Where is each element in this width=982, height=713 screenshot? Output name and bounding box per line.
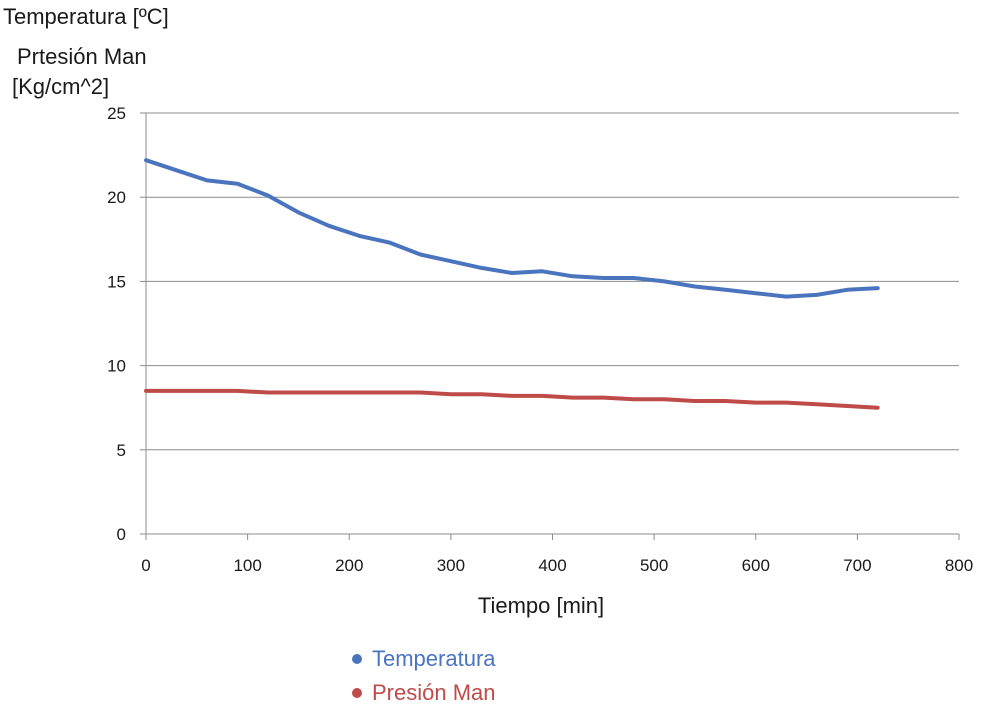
line-chart: 0 5 10 15 20 25 0 100 200 300 400 500 600 700 800 xyxy=(107,104,973,575)
x-axis-title: Tiempo [min] xyxy=(477,593,605,618)
y-tick-label-0: 0 xyxy=(117,525,126,544)
x-tick-label-700: 700 xyxy=(843,556,871,575)
chart-legend: Temperatura Presión Man xyxy=(352,642,496,710)
x-tick-label-0: 0 xyxy=(141,556,150,575)
y-tick-label-15: 15 xyxy=(107,272,126,291)
legend-marker-temperatura xyxy=(352,654,362,664)
y-axis-title-line-1: Temperatura [ºC] xyxy=(3,4,169,29)
x-tick-label-400: 400 xyxy=(538,556,566,575)
y-axis-title-line-3: [Kg/cm^2] xyxy=(12,74,110,99)
y-tick-label-25: 25 xyxy=(107,104,126,123)
x-tick-label-600: 600 xyxy=(742,556,770,575)
y-tick-label-10: 10 xyxy=(107,357,126,376)
legend-label-temperatura: Temperatura xyxy=(372,646,496,671)
series-line-temperatura xyxy=(144,158,880,299)
x-tick-label-100: 100 xyxy=(233,556,261,575)
y-axis-title-line-2: Prtesión Man xyxy=(17,44,147,69)
x-tick-label-200: 200 xyxy=(335,556,363,575)
x-tick-label-800: 800 xyxy=(945,556,973,575)
x-tick-label-300: 300 xyxy=(437,556,465,575)
series-line-presion-man xyxy=(144,388,880,410)
y-tick-label-20: 20 xyxy=(107,188,126,207)
x-tick-label-500: 500 xyxy=(640,556,668,575)
legend-item-temperatura: Temperatura xyxy=(352,642,496,676)
legend-marker-presion-man xyxy=(352,688,362,698)
legend-label-presion-man: Presión Man xyxy=(372,680,496,705)
y-tick-label-5: 5 xyxy=(117,441,126,460)
legend-item-presion-man: Presión Man xyxy=(352,676,496,710)
